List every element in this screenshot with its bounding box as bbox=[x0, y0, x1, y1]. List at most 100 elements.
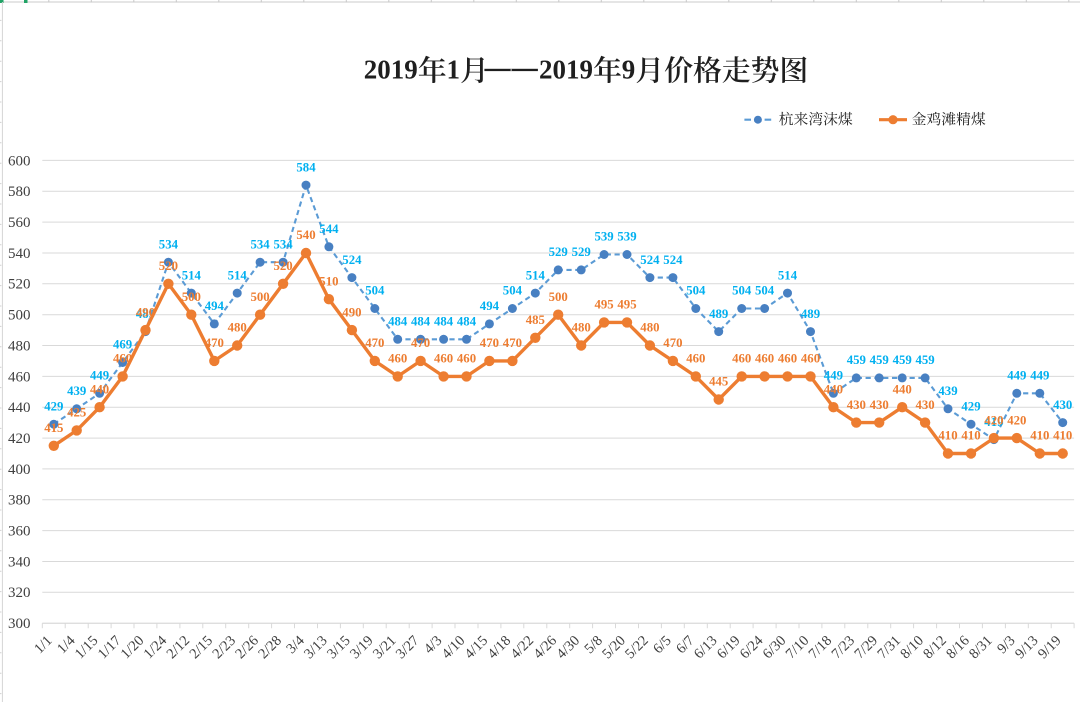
svg-text:460: 460 bbox=[801, 352, 820, 366]
svg-text:410: 410 bbox=[938, 429, 957, 443]
svg-text:445: 445 bbox=[709, 375, 728, 389]
svg-text:500: 500 bbox=[8, 308, 31, 324]
svg-text:470: 470 bbox=[503, 336, 522, 350]
svg-text:524: 524 bbox=[663, 253, 683, 267]
svg-text:490: 490 bbox=[136, 305, 155, 319]
svg-text:460: 460 bbox=[8, 369, 31, 385]
svg-text:504: 504 bbox=[686, 284, 706, 298]
svg-text:484: 484 bbox=[457, 315, 477, 329]
svg-text:470: 470 bbox=[365, 336, 384, 350]
svg-text:520: 520 bbox=[8, 277, 31, 293]
svg-text:514: 514 bbox=[228, 268, 248, 282]
svg-text:380: 380 bbox=[8, 493, 31, 509]
svg-text:544: 544 bbox=[319, 222, 339, 236]
svg-text:600: 600 bbox=[8, 153, 31, 169]
svg-text:410: 410 bbox=[1030, 429, 1049, 443]
svg-text:504: 504 bbox=[732, 284, 752, 298]
svg-text:460: 460 bbox=[755, 352, 774, 366]
svg-text:340: 340 bbox=[8, 554, 31, 570]
svg-text:449: 449 bbox=[824, 369, 843, 383]
svg-text:480: 480 bbox=[8, 338, 31, 354]
svg-text:504: 504 bbox=[365, 284, 385, 298]
svg-text:540: 540 bbox=[8, 246, 31, 262]
svg-text:485: 485 bbox=[526, 313, 545, 327]
svg-text:514: 514 bbox=[526, 268, 546, 282]
svg-text:440: 440 bbox=[90, 382, 109, 396]
svg-text:495: 495 bbox=[594, 298, 613, 312]
svg-text:460: 460 bbox=[778, 352, 797, 366]
svg-text:430: 430 bbox=[870, 398, 889, 412]
svg-text:520: 520 bbox=[159, 259, 178, 273]
svg-text:529: 529 bbox=[572, 245, 591, 259]
svg-text:524: 524 bbox=[342, 253, 362, 267]
svg-text:504: 504 bbox=[755, 284, 775, 298]
svg-text:495: 495 bbox=[617, 298, 636, 312]
svg-text:584: 584 bbox=[296, 160, 316, 174]
svg-text:470: 470 bbox=[205, 336, 224, 350]
svg-text:419: 419 bbox=[984, 415, 1003, 429]
svg-text:410: 410 bbox=[1053, 429, 1072, 443]
svg-text:469: 469 bbox=[113, 338, 132, 352]
svg-text:470: 470 bbox=[663, 336, 682, 350]
svg-text:500: 500 bbox=[250, 290, 269, 304]
svg-text:524: 524 bbox=[640, 253, 660, 267]
svg-text:1: 1 bbox=[447, 55, 461, 85]
svg-text:439: 439 bbox=[67, 384, 86, 398]
svg-text:449: 449 bbox=[90, 369, 109, 383]
svg-text:410: 410 bbox=[961, 429, 980, 443]
svg-text:504: 504 bbox=[503, 284, 523, 298]
svg-text:460: 460 bbox=[388, 352, 407, 366]
svg-text:429: 429 bbox=[44, 399, 63, 413]
svg-text:514: 514 bbox=[778, 268, 798, 282]
svg-text:430: 430 bbox=[1053, 398, 1072, 412]
svg-text:484: 484 bbox=[411, 315, 431, 329]
svg-text:425: 425 bbox=[67, 406, 86, 420]
svg-text:539: 539 bbox=[594, 230, 613, 244]
svg-text:415: 415 bbox=[44, 421, 63, 435]
svg-text:2019: 2019 bbox=[364, 55, 418, 85]
svg-text:360: 360 bbox=[8, 524, 31, 540]
svg-text:439: 439 bbox=[938, 384, 957, 398]
svg-text:470: 470 bbox=[480, 336, 499, 350]
svg-text:580: 580 bbox=[8, 184, 31, 200]
svg-text:540: 540 bbox=[296, 228, 315, 242]
svg-text:320: 320 bbox=[8, 585, 31, 601]
svg-text:500: 500 bbox=[549, 290, 568, 304]
svg-text:2019: 2019 bbox=[539, 55, 593, 85]
svg-text:494: 494 bbox=[205, 299, 225, 313]
svg-text:514: 514 bbox=[182, 268, 202, 282]
svg-text:534: 534 bbox=[159, 237, 179, 251]
svg-text:560: 560 bbox=[8, 215, 31, 231]
svg-text:420: 420 bbox=[8, 431, 31, 447]
svg-text:510: 510 bbox=[319, 274, 338, 288]
svg-text:459: 459 bbox=[847, 353, 866, 367]
svg-text:460: 460 bbox=[457, 352, 476, 366]
svg-text:420: 420 bbox=[984, 413, 1003, 427]
svg-text:440: 440 bbox=[824, 382, 843, 396]
svg-text:459: 459 bbox=[893, 353, 912, 367]
svg-text:484: 484 bbox=[434, 315, 454, 329]
svg-text:534: 534 bbox=[273, 237, 293, 251]
svg-text:400: 400 bbox=[8, 462, 31, 478]
svg-text:480: 480 bbox=[228, 321, 247, 335]
svg-text:9: 9 bbox=[622, 55, 636, 85]
svg-text:460: 460 bbox=[434, 352, 453, 366]
svg-text:529: 529 bbox=[549, 245, 568, 259]
svg-text:484: 484 bbox=[388, 315, 408, 329]
svg-text:440: 440 bbox=[8, 400, 31, 416]
svg-text:449: 449 bbox=[1007, 369, 1026, 383]
svg-text:430: 430 bbox=[847, 398, 866, 412]
svg-text:520: 520 bbox=[273, 259, 292, 273]
svg-text:489: 489 bbox=[801, 307, 820, 321]
svg-text:420: 420 bbox=[1007, 413, 1026, 427]
svg-text:489: 489 bbox=[709, 307, 728, 321]
svg-text:494: 494 bbox=[480, 299, 500, 313]
svg-text:460: 460 bbox=[113, 352, 132, 366]
svg-text:480: 480 bbox=[572, 321, 591, 335]
svg-text:440: 440 bbox=[893, 382, 912, 396]
svg-text:534: 534 bbox=[250, 237, 270, 251]
svg-text:449: 449 bbox=[1030, 369, 1049, 383]
svg-text:470: 470 bbox=[411, 336, 430, 350]
svg-text:480: 480 bbox=[640, 321, 659, 335]
svg-text:430: 430 bbox=[915, 398, 934, 412]
